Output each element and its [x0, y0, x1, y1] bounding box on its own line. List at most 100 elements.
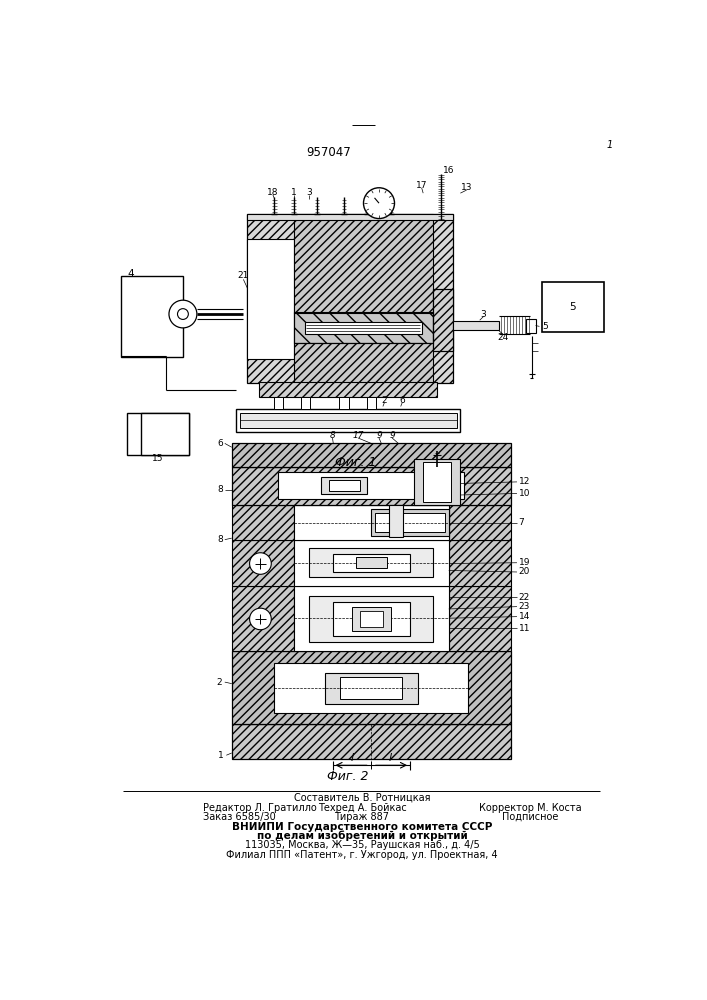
Bar — [309, 596, 433, 642]
Bar — [235, 409, 460, 432]
Bar — [423, 462, 451, 502]
Bar — [433, 289, 452, 351]
Text: 16: 16 — [443, 166, 455, 175]
Bar — [293, 505, 449, 540]
Text: 13: 13 — [461, 183, 472, 192]
Text: Филиал ППП «Патент», г. Ужгород, ул. Проектная, 4: Филиал ППП «Патент», г. Ужгород, ул. Про… — [226, 850, 498, 860]
Bar — [293, 312, 433, 343]
Text: 1: 1 — [291, 188, 297, 197]
Text: 15: 15 — [153, 454, 164, 463]
Bar — [274, 397, 283, 409]
Bar — [232, 651, 510, 724]
Text: 2: 2 — [382, 396, 387, 405]
Bar — [232, 540, 293, 586]
Text: Составитель В. Ротницкая: Составитель В. Ротницкая — [293, 793, 430, 803]
Bar — [232, 466, 510, 505]
Bar — [309, 548, 433, 577]
Text: 23: 23 — [518, 602, 530, 611]
Bar — [542, 282, 604, 332]
Bar — [293, 214, 433, 312]
Bar — [371, 509, 449, 536]
Bar — [300, 397, 310, 409]
Text: 3: 3 — [481, 310, 486, 319]
Text: Техред А. Бойкас: Техред А. Бойкас — [317, 803, 407, 813]
Circle shape — [250, 553, 271, 574]
Bar — [293, 312, 433, 343]
Text: 19: 19 — [518, 558, 530, 567]
Bar — [433, 289, 452, 351]
Bar — [259, 382, 437, 397]
Text: 8: 8 — [329, 431, 335, 440]
Bar — [121, 276, 183, 357]
Text: 4: 4 — [128, 269, 134, 279]
Bar — [526, 319, 535, 333]
Bar — [247, 214, 452, 383]
Bar — [356, 557, 387, 568]
Bar — [247, 239, 293, 359]
Bar — [332, 602, 410, 636]
Text: l: l — [389, 753, 392, 763]
Bar — [389, 505, 403, 537]
Text: 6: 6 — [399, 396, 405, 405]
Text: 5: 5 — [543, 322, 549, 331]
Bar — [449, 505, 510, 540]
Text: Фиг. 1: Фиг. 1 — [335, 456, 377, 469]
Bar — [232, 586, 293, 651]
Bar — [293, 586, 449, 651]
Circle shape — [363, 188, 395, 219]
Bar — [141, 413, 189, 455]
Text: 20: 20 — [518, 567, 530, 576]
Bar — [449, 540, 510, 586]
Text: ВНИИПИ Государственного комитета СССР: ВНИИПИ Государственного комитета СССР — [232, 822, 492, 832]
Bar — [279, 472, 464, 499]
Bar — [452, 321, 499, 330]
Text: 17: 17 — [416, 181, 427, 190]
Text: Редактор Л. Гратилло: Редактор Л. Гратилло — [203, 803, 317, 813]
Text: 113035, Москва, Ж—35, Раушская наб., д. 4/5: 113035, Москва, Ж—35, Раушская наб., д. … — [245, 840, 479, 850]
Text: 14: 14 — [518, 612, 530, 621]
Bar — [232, 505, 293, 540]
Bar — [321, 477, 368, 494]
Bar — [414, 459, 460, 505]
Bar — [329, 480, 360, 491]
Text: 1: 1 — [218, 751, 224, 760]
Text: 2: 2 — [217, 678, 223, 687]
Circle shape — [169, 300, 197, 328]
Text: 8: 8 — [218, 485, 223, 494]
Bar — [293, 540, 449, 586]
Text: 12: 12 — [518, 477, 530, 486]
Text: 17: 17 — [352, 431, 364, 440]
Bar — [332, 554, 410, 572]
Bar — [247, 214, 452, 220]
Text: 6: 6 — [218, 439, 223, 448]
Text: 3: 3 — [306, 188, 312, 197]
Bar — [340, 677, 402, 699]
Text: 1: 1 — [606, 140, 612, 150]
Bar — [449, 586, 510, 651]
Text: 9: 9 — [376, 431, 382, 440]
Text: 5: 5 — [569, 302, 576, 312]
Text: 11: 11 — [518, 624, 530, 633]
Bar — [127, 413, 189, 455]
Circle shape — [250, 608, 271, 630]
Text: Корректор М. Коста: Корректор М. Коста — [479, 803, 581, 813]
Bar — [367, 397, 376, 409]
Text: 9: 9 — [390, 431, 395, 440]
Text: 957047: 957047 — [306, 146, 351, 159]
Circle shape — [177, 309, 188, 319]
Bar — [375, 513, 445, 532]
Bar — [305, 322, 421, 334]
Bar — [325, 673, 418, 704]
Bar — [339, 397, 349, 409]
Text: Тираж 887: Тираж 887 — [334, 812, 390, 822]
Text: 7: 7 — [518, 518, 525, 527]
Text: Фиг. 2: Фиг. 2 — [327, 770, 369, 783]
Bar — [293, 343, 433, 383]
Text: 18: 18 — [267, 188, 279, 197]
Bar — [274, 663, 468, 713]
Bar — [240, 413, 457, 428]
Text: по делам изобретений и открытий: по делам изобретений и открытий — [257, 831, 467, 841]
Bar — [360, 611, 383, 627]
Text: 8: 8 — [218, 535, 223, 544]
Text: 10: 10 — [518, 489, 530, 498]
